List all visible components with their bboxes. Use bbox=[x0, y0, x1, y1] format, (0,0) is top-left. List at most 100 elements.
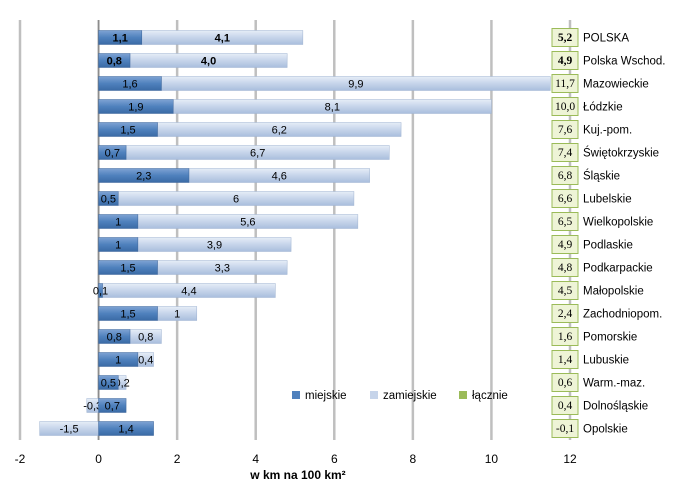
total-label: 4,9 bbox=[558, 239, 573, 251]
value-label: 1 bbox=[115, 239, 121, 251]
category-label: Kuj.-pom. bbox=[583, 125, 632, 137]
category-label: Wielkopolskie bbox=[583, 217, 653, 229]
bar-segment bbox=[98, 283, 103, 298]
total-label: 6,5 bbox=[558, 216, 573, 228]
legend-swatch bbox=[292, 391, 300, 399]
category-label: Pomorskie bbox=[583, 332, 637, 344]
value-label: 1,6 bbox=[122, 78, 137, 90]
legend-label: zamiejskie bbox=[383, 390, 437, 402]
value-label: 0,8 bbox=[107, 331, 122, 343]
total-label: 0,4 bbox=[558, 400, 573, 412]
total-box bbox=[551, 396, 579, 415]
total-box bbox=[551, 74, 579, 93]
value-label: -1,5 bbox=[60, 423, 79, 435]
category-label: Zachodniopom. bbox=[583, 309, 662, 321]
total-label: -0,1 bbox=[556, 423, 574, 435]
bar-segment bbox=[98, 421, 154, 436]
category-label: Łódzkie bbox=[583, 102, 623, 114]
total-box bbox=[551, 235, 579, 254]
category-label: Mazowieckie bbox=[583, 79, 649, 91]
category-label: Dolnośląskie bbox=[583, 401, 648, 413]
x-tick-label: 8 bbox=[410, 452, 417, 466]
category-label: Polska Wschod. bbox=[583, 56, 665, 68]
value-label: 9,9 bbox=[348, 78, 363, 90]
value-label: 4,1 bbox=[215, 32, 230, 44]
x-tick-label: 10 bbox=[485, 452, 499, 466]
value-label: 4,6 bbox=[272, 170, 287, 182]
bar-segment bbox=[98, 306, 158, 321]
total-box bbox=[551, 189, 579, 208]
total-box bbox=[551, 373, 579, 392]
bar-segment bbox=[98, 329, 131, 344]
value-label: 3,3 bbox=[215, 262, 230, 274]
total-label: 4,9 bbox=[558, 55, 573, 67]
value-label: -0,3 bbox=[83, 400, 102, 412]
legend-swatch bbox=[370, 391, 378, 399]
bar-segment bbox=[98, 214, 139, 229]
total-label: 6,8 bbox=[558, 170, 573, 182]
value-label: 1,1 bbox=[113, 32, 128, 44]
total-box bbox=[551, 120, 579, 139]
total-label: 1,4 bbox=[558, 354, 573, 366]
legend-label: łącznie bbox=[472, 390, 508, 402]
category-label: Lubelskie bbox=[583, 194, 632, 206]
x-tick-label: 2 bbox=[174, 452, 181, 466]
bar-segment bbox=[98, 122, 158, 137]
value-label: 5,6 bbox=[240, 216, 255, 228]
value-label: 0,1 bbox=[93, 285, 108, 297]
category-label: POLSKA bbox=[583, 33, 629, 45]
total-label: 7,4 bbox=[558, 147, 573, 159]
total-label: 0,6 bbox=[558, 377, 573, 389]
value-label: 0,5 bbox=[101, 193, 116, 205]
total-box bbox=[551, 258, 579, 277]
total-label: 2,4 bbox=[558, 308, 573, 320]
value-label: 1 bbox=[115, 216, 121, 228]
total-label: 10,0 bbox=[555, 101, 575, 113]
value-label: 1,5 bbox=[120, 124, 135, 136]
value-label: 4,0 bbox=[201, 55, 216, 67]
bar-segment bbox=[98, 145, 127, 160]
value-label: 6 bbox=[233, 193, 239, 205]
value-label: 3,9 bbox=[207, 239, 222, 251]
bar-segment bbox=[98, 53, 131, 68]
category-label: Świętokrzyskie bbox=[583, 147, 659, 160]
total-box bbox=[551, 327, 579, 346]
total-label: 6,6 bbox=[558, 193, 573, 205]
value-label: 0,8 bbox=[138, 331, 153, 343]
x-tick-label: 0 bbox=[95, 452, 102, 466]
value-label: 0,7 bbox=[105, 147, 120, 159]
category-label: Małopolskie bbox=[583, 286, 644, 298]
value-label: 8,1 bbox=[325, 101, 340, 113]
category-label: Lubuskie bbox=[583, 355, 629, 367]
value-label: 6,7 bbox=[250, 147, 265, 159]
value-label: 1,4 bbox=[118, 423, 133, 435]
bar-segment bbox=[98, 260, 158, 275]
value-label: 1 bbox=[115, 354, 121, 366]
category-label: Opolskie bbox=[583, 424, 628, 436]
total-box bbox=[551, 166, 579, 185]
value-label: 6,2 bbox=[272, 124, 287, 136]
value-label: 0,5 bbox=[101, 377, 116, 389]
total-label: 5,2 bbox=[558, 32, 573, 44]
value-label: 4,4 bbox=[181, 285, 196, 297]
value-label: 0,8 bbox=[107, 55, 122, 67]
value-label: 1,9 bbox=[128, 101, 143, 113]
total-box bbox=[551, 350, 579, 369]
category-label: Podkarpackie bbox=[583, 263, 653, 275]
total-label: 11,7 bbox=[555, 78, 575, 90]
value-label: 1,5 bbox=[120, 308, 135, 320]
total-box bbox=[551, 51, 579, 70]
legend-swatch bbox=[459, 391, 467, 399]
bar-segment bbox=[98, 99, 174, 114]
x-tick-label: 6 bbox=[331, 452, 338, 466]
total-box bbox=[551, 212, 579, 231]
total-box bbox=[551, 143, 579, 162]
bar-segment bbox=[98, 168, 190, 183]
legend-label: miejskie bbox=[305, 390, 347, 402]
total-label: 1,6 bbox=[558, 331, 573, 343]
total-box bbox=[551, 281, 579, 300]
value-label: 0,7 bbox=[105, 400, 120, 412]
value-label: 1 bbox=[174, 308, 180, 320]
bar-segment bbox=[98, 375, 119, 390]
